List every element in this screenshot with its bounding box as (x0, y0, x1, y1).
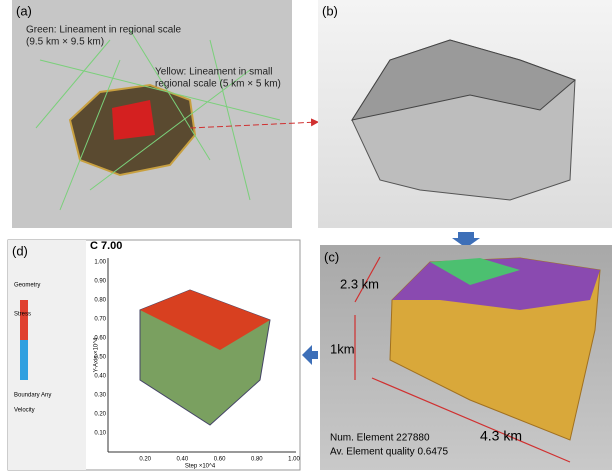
dimension-label: 4.3 km (480, 428, 522, 444)
y-tick-label: 0.90 (94, 279, 106, 285)
page: {"panels": [ {"label": "(a)", "texts": [… (0, 0, 616, 475)
mesh-info: Num. Element 227880 (330, 433, 430, 444)
annotation: regional scale (5 km × 5 km) (155, 79, 281, 90)
x-tick-label: 0.20 (139, 457, 151, 463)
panel-b: (b) (318, 0, 612, 228)
panel-d: (d) C 7.00 Geometry Stress Boundary Any … (8, 240, 300, 470)
axis-label: Step ×10^4 (185, 464, 216, 470)
annotation: Yellow: Lineament in small (155, 67, 272, 78)
y-tick-label: 0.40 (94, 374, 106, 380)
y-tick-label: 1.00 (94, 260, 106, 266)
legend-text: Geometry (14, 283, 40, 289)
dimension-label: 1km (330, 341, 355, 356)
y-tick-label: 0.50 (94, 355, 106, 361)
x-tick-label: 1.00 (288, 457, 300, 463)
x-tick-label: 0.60 (214, 457, 226, 463)
y-tick-label: 0.70 (94, 317, 106, 323)
mesh-info: Av. Element quality 0.6475 (330, 447, 448, 458)
panel-label: (a) (16, 3, 32, 18)
panel-a: (a) Green: Lineament in regional scale (… (12, 0, 318, 228)
y-tick-label: 0.60 (94, 336, 106, 342)
y-tick-label: 0.20 (94, 412, 106, 418)
panel-c: (c) 2.3 km 1km 4.3 km Num. Element 22788… (320, 245, 612, 470)
legend-colors (20, 340, 28, 380)
figure: (a) Green: Lineament in regional scale (… (0, 0, 616, 475)
x-tick-label: 0.80 (251, 457, 263, 463)
left-arrow (302, 345, 318, 365)
dimension-label: 2.3 km (340, 276, 379, 291)
annotation: (9.5 km × 9.5 km) (26, 37, 104, 48)
y-tick-label: 0.30 (94, 393, 106, 399)
legend-pane (8, 240, 86, 470)
legend-text: Boundary Any (14, 393, 51, 399)
y-tick-label: 0.10 (94, 431, 106, 437)
panel-label: (b) (322, 3, 338, 18)
legend-text: Velocity (14, 408, 35, 414)
y-tick-label: 0.80 (94, 298, 106, 304)
software-title: C 7.00 (90, 240, 122, 252)
panel-label: (c) (324, 249, 339, 264)
panel-label: (d) (12, 243, 28, 258)
annotation: Green: Lineament in regional scale (26, 25, 182, 36)
legend-text: Stress (14, 312, 31, 318)
x-tick-label: 0.40 (177, 457, 189, 463)
